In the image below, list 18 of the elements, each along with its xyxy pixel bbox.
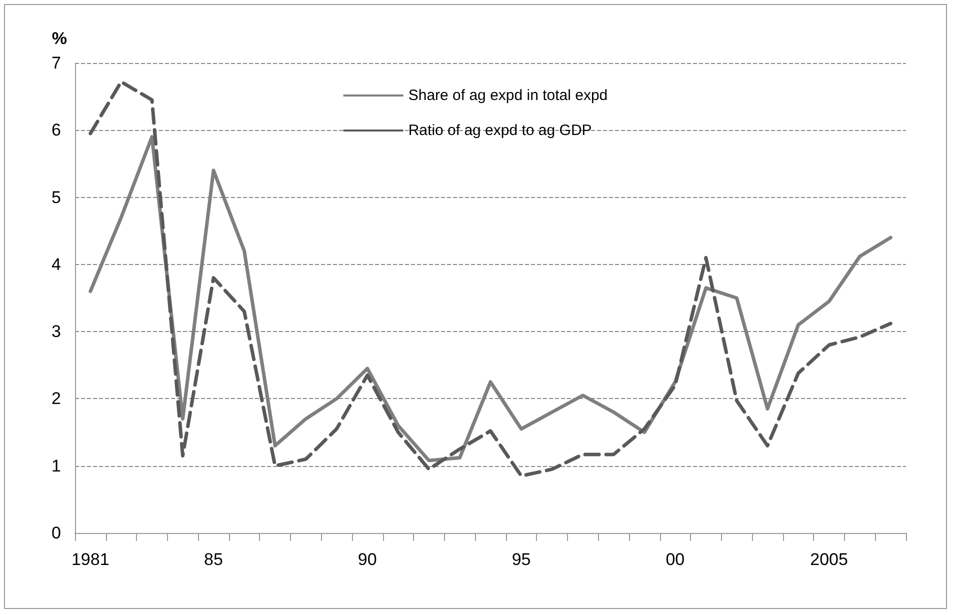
legend-label: Share of ag expd in total expd bbox=[408, 87, 608, 104]
y-tick-label: 3 bbox=[52, 322, 61, 342]
x-tick-label: 00 bbox=[666, 550, 685, 569]
y-tick-label: 6 bbox=[52, 120, 61, 140]
x-tick-label: 90 bbox=[358, 550, 377, 569]
y-tick-label: 7 bbox=[52, 54, 61, 72]
y-tick-label: 5 bbox=[52, 188, 61, 207]
line-series bbox=[88, 80, 892, 478]
y-tick-label: 0 bbox=[52, 524, 61, 542]
y-tick-label: 4 bbox=[52, 254, 61, 274]
x-tick-label: 1981 bbox=[71, 550, 110, 569]
y-tick-label: 1 bbox=[52, 456, 61, 476]
x-tick-label: 85 bbox=[204, 550, 223, 569]
legend-label: Ratio of ag expd to ag GDP bbox=[408, 122, 592, 139]
y-tick-label: 2 bbox=[52, 389, 61, 408]
x-tick-label: 95 bbox=[512, 550, 531, 569]
x-tick-label: 2005 bbox=[810, 550, 848, 569]
y-axis-title: % bbox=[52, 29, 67, 48]
